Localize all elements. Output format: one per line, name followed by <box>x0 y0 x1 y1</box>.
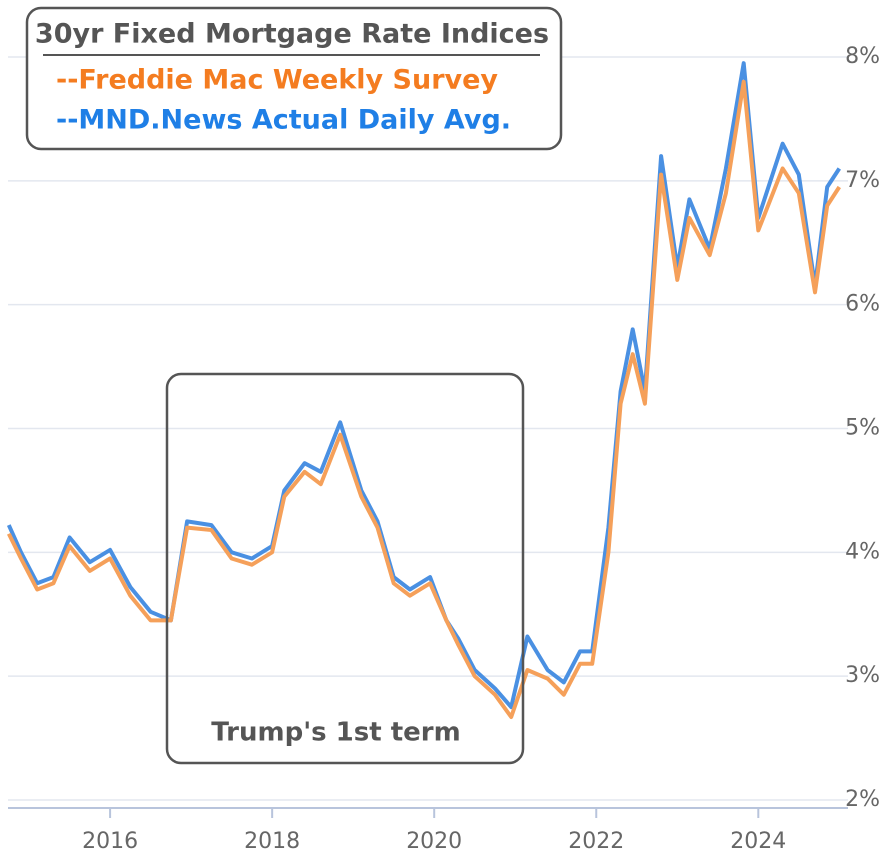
legend: --Freddie Mac Weekly Survey --MND.News Ac… <box>56 65 511 136</box>
y-tick-label: 4% <box>845 539 880 564</box>
series-line <box>6 61 841 710</box>
y-tick-label: 3% <box>845 663 880 688</box>
y-tick-label: 7% <box>845 168 880 193</box>
x-tick-label: 2020 <box>406 829 462 854</box>
chart-title: 30yr Fixed Mortgage Rate Indices <box>35 19 549 50</box>
x-tick-label: 2016 <box>82 829 138 854</box>
grid <box>8 56 848 818</box>
annotation-box <box>165 372 525 765</box>
x-tick-label: 2024 <box>730 829 786 854</box>
legend-box <box>25 6 563 151</box>
y-tick-label: 6% <box>845 292 880 317</box>
y-tick-label: 5% <box>845 416 880 441</box>
legend-entry: --MND.News Actual Daily Avg. <box>56 105 511 136</box>
x-tick-label: 2018 <box>244 829 300 854</box>
series-line <box>7 79 841 719</box>
y-tick-label: 8% <box>845 44 880 69</box>
y-tick-label: 2% <box>845 787 880 812</box>
annotation: Trump's 1st term <box>211 718 460 748</box>
x-tick-label: 2022 <box>568 829 624 854</box>
legend-entry: --Freddie Mac Weekly Survey <box>56 65 498 96</box>
plot-area <box>6 61 841 719</box>
